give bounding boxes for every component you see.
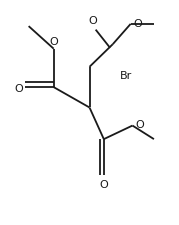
Text: O: O — [133, 19, 142, 29]
Text: O: O — [135, 120, 144, 130]
Text: Br: Br — [120, 70, 132, 80]
Text: O: O — [100, 179, 108, 189]
Text: O: O — [49, 37, 58, 47]
Text: O: O — [88, 16, 97, 26]
Text: O: O — [14, 84, 23, 94]
